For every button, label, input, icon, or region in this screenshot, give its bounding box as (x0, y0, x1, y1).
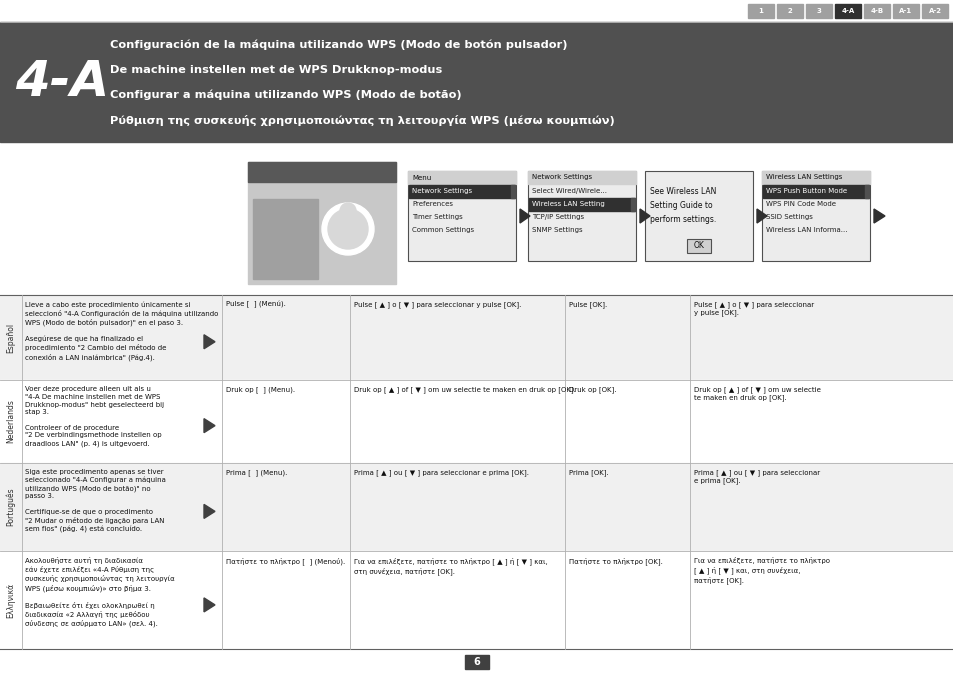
Bar (921, 4, 947, 18)
Text: TCP/IP Settings: TCP/IP Settings (532, 214, 583, 220)
Text: OK: OK (693, 241, 703, 251)
Text: Common Settings: Common Settings (412, 227, 474, 233)
Text: Druk op [OK].: Druk op [OK]. (568, 386, 616, 393)
Bar (761, 171, 869, 261)
Bar (686, 239, 710, 253)
Polygon shape (873, 209, 884, 223)
Bar (892, 4, 918, 18)
Text: De machine instellen met de WPS Drukknop-modus: De machine instellen met de WPS Drukknop… (110, 65, 442, 75)
Bar (0, 551, 953, 649)
Text: Lleve a cabo este procedimiento únicamente si
seleccionó "4-A Configuración de l: Lleve a cabo este procedimiento únicamen… (25, 301, 218, 361)
Text: Pulse [ ▲ ] o [ ▼ ] para seleccionar y pulse [OK].: Pulse [ ▲ ] o [ ▼ ] para seleccionar y p… (354, 301, 521, 308)
Text: WPS PIN Code Mode: WPS PIN Code Mode (765, 201, 835, 207)
Bar (0, 463, 953, 551)
Bar (805, 4, 831, 18)
Polygon shape (204, 598, 214, 612)
Text: A-1: A-1 (899, 8, 912, 14)
Bar (864, 185, 868, 198)
Text: SSID Settings: SSID Settings (765, 214, 812, 220)
Text: 4-B: 4-B (869, 8, 882, 14)
Circle shape (328, 209, 368, 249)
Text: Setting Guide to: Setting Guide to (649, 201, 712, 210)
Text: Ακολουθήστε αυτή τη διαδικασία
εάν έχετε επιλέξει «4-A Ρύθμιση της
συσκευής χρησ: Ακολουθήστε αυτή τη διαδικασία εάν έχετε… (25, 557, 174, 627)
Text: See Wireless LAN: See Wireless LAN (649, 187, 716, 196)
Polygon shape (204, 335, 214, 349)
Text: Configuración de la máquina utilizando WPS (Modo de botón pulsador): Configuración de la máquina utilizando W… (110, 40, 567, 51)
Text: perform settings.: perform settings. (649, 215, 716, 224)
Text: Pulse [  ] (Menú).: Pulse [ ] (Menú). (226, 301, 286, 308)
Bar (776, 4, 802, 18)
Text: Pulse [ ▲ ] o [ ▼ ] para seleccionar
y pulse [OK].: Pulse [ ▲ ] o [ ▼ ] para seleccionar y p… (693, 301, 813, 316)
Text: Network Settings: Network Settings (532, 174, 592, 180)
Text: WPS Push Button Mode: WPS Push Button Mode (765, 188, 846, 194)
Text: Prima [  ] (Menu).: Prima [ ] (Menu). (226, 469, 287, 476)
Polygon shape (204, 418, 214, 433)
Bar (408, 171, 516, 261)
Bar (253, 199, 317, 279)
Text: Configurar a máquina utilizando WPS (Modo de botão): Configurar a máquina utilizando WPS (Mod… (110, 90, 461, 101)
Text: SNMP Settings: SNMP Settings (532, 227, 582, 233)
Text: Nederlands: Nederlands (7, 400, 15, 443)
Bar (747, 4, 773, 18)
Text: 2: 2 (787, 8, 792, 14)
Text: Timer Settings: Timer Settings (412, 214, 462, 220)
Text: 3: 3 (816, 8, 821, 14)
Text: Prima [ ▲ ] ou [ ▼ ] para seleccionar
e prima [OK].: Prima [ ▲ ] ou [ ▼ ] para seleccionar e … (693, 469, 820, 484)
Text: Network Settings: Network Settings (412, 188, 472, 194)
Text: Menu: Menu (412, 174, 431, 180)
Polygon shape (639, 209, 649, 223)
Bar (644, 171, 752, 261)
Bar (464, 655, 489, 669)
Text: Ρύθμιση της συσκευής χρησιμοποιώντας τη λειτουργία WPS (μέσω κουμπιών): Ρύθμιση της συσκευής χρησιμοποιώντας τη … (110, 115, 614, 126)
Polygon shape (757, 209, 766, 223)
Text: Voer deze procedure alleen uit als u
"4-A De machine instellen met de WPS
Drukkn: Voer deze procedure alleen uit als u "4-… (25, 386, 164, 447)
Bar (248, 162, 395, 284)
Text: 6: 6 (473, 657, 480, 667)
Text: Siga este procedimento apenas se tiver
seleccionado "4-A Configurar a máquina
ut: Siga este procedimento apenas se tiver s… (25, 469, 166, 533)
Text: Πατήστε το πλήκτρο [  ] (Menού).: Πατήστε το πλήκτρο [ ] (Menού). (226, 557, 345, 564)
Bar (0, 380, 953, 463)
Circle shape (322, 203, 374, 255)
Text: Prima [ ▲ ] ou [ ▼ ] para seleccionar e prima [OK].: Prima [ ▲ ] ou [ ▼ ] para seleccionar e … (354, 469, 529, 476)
Text: Για να επιλέξετε, πατήστε το πλήκτρο
[ ▲ ] ή [ ▼ ] και, στη συνέχεια,
πατήστε [O: Για να επιλέξετε, πατήστε το πλήκτρο [ ▲… (693, 557, 829, 583)
Text: Wireless LAN Settings: Wireless LAN Settings (765, 174, 841, 180)
Text: Preferences: Preferences (412, 201, 453, 207)
Bar (409, 185, 515, 198)
Text: Ελληνικά: Ελληνικά (7, 583, 15, 618)
Bar (248, 162, 395, 182)
Bar (0, 295, 953, 380)
Text: Español: Español (7, 322, 15, 353)
Text: 4-A: 4-A (15, 58, 110, 106)
Text: Wireless LAN Setting: Wireless LAN Setting (532, 201, 604, 207)
Text: Prima [OK].: Prima [OK]. (568, 469, 608, 476)
Bar (834, 4, 861, 18)
Text: 4-A: 4-A (841, 8, 854, 14)
Bar (511, 185, 515, 198)
Bar (762, 185, 868, 198)
Bar (761, 171, 869, 184)
Bar (863, 4, 889, 18)
Text: Português: Português (7, 487, 16, 527)
Text: Wireless LAN Informa...: Wireless LAN Informa... (765, 227, 846, 233)
Text: Druk op [ ▲ ] of [ ▼ ] om uw selectie
te maken en druk op [OK].: Druk op [ ▲ ] of [ ▼ ] om uw selectie te… (693, 386, 820, 402)
Text: Pulse [OK].: Pulse [OK]. (568, 301, 607, 308)
Bar (408, 171, 516, 184)
Bar (527, 171, 636, 184)
Circle shape (339, 203, 355, 219)
Text: Druk op [  ] (Menu).: Druk op [ ] (Menu). (226, 386, 294, 393)
Polygon shape (519, 209, 530, 223)
Polygon shape (204, 504, 214, 518)
Text: Select Wired/Wirele...: Select Wired/Wirele... (532, 188, 606, 194)
Bar (0, 22, 953, 142)
Bar (630, 198, 635, 211)
Text: Πατήστε το πλήκτρο [OK].: Πατήστε το πλήκτρο [OK]. (568, 557, 662, 564)
Text: A-2: A-2 (927, 8, 941, 14)
Text: 1: 1 (758, 8, 762, 14)
Bar (529, 198, 635, 211)
Text: Druk op [ ▲ ] of [ ▼ ] om uw selectie te maken en druk op [OK].: Druk op [ ▲ ] of [ ▼ ] om uw selectie te… (354, 386, 576, 393)
Text: Για να επιλέξετε, πατήστε το πλήκτρο [ ▲ ] ή [ ▼ ] και,
στη συνέχεια, πατήστε [O: Για να επιλέξετε, πατήστε το πλήκτρο [ ▲… (354, 557, 547, 575)
Bar (527, 171, 636, 261)
